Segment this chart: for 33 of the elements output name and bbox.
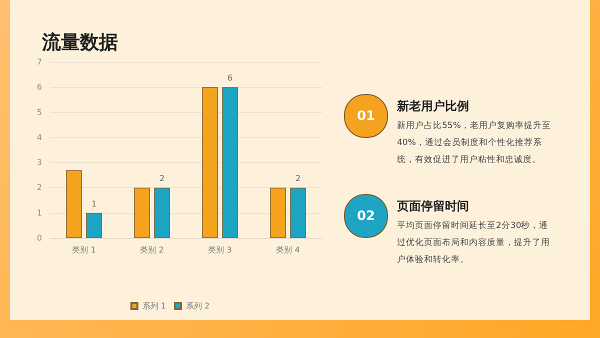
text: 页面停留时间	[397, 198, 469, 215]
bar	[154, 188, 170, 238]
x-tick-label: 类别 4	[276, 246, 300, 254]
legend-label: 系列 1	[142, 302, 166, 310]
data-label: 2	[159, 174, 165, 184]
y-tick-label: 5	[36, 108, 42, 117]
x-tick-label: 类别 1	[72, 246, 96, 254]
y-tick-label: 3	[36, 158, 42, 168]
bar	[290, 188, 306, 238]
text: 平均页面停留时间延长至2分30秒，通过优化页面布局和内容质量，提升了用户体验和转化率。	[397, 220, 551, 267]
bar	[202, 87, 218, 238]
bar	[270, 188, 286, 238]
y-tick-label: 6	[36, 82, 42, 92]
text: 新用户占比55%，老用户复购率提升至40%，通过会员制度和个性化推荐系统，有效促进了用户粘性和忠诚度。	[397, 120, 552, 167]
text: 02	[344, 194, 388, 238]
data-label: 1	[91, 199, 97, 208]
x-tick-label: 类别 2	[140, 246, 164, 254]
text: 01	[344, 94, 388, 138]
y-tick-label: 1	[36, 208, 42, 218]
y-tick-label: 2	[36, 183, 42, 192]
y-tick-label: 7	[36, 58, 42, 66]
text: 新老用户比例	[397, 98, 469, 115]
y-tick-label: 0	[36, 234, 42, 242]
data-label: 6	[227, 74, 233, 83]
bar	[222, 87, 238, 238]
chart-title: 流量数据	[41, 32, 118, 54]
y-tick-label: 4	[36, 132, 42, 142]
bar	[134, 188, 150, 238]
x-tick-label: 类别 3	[208, 246, 232, 254]
legend-label: 系列 2	[186, 302, 210, 310]
bar	[66, 170, 82, 238]
bar	[86, 212, 102, 238]
data-label: 2	[295, 174, 301, 184]
